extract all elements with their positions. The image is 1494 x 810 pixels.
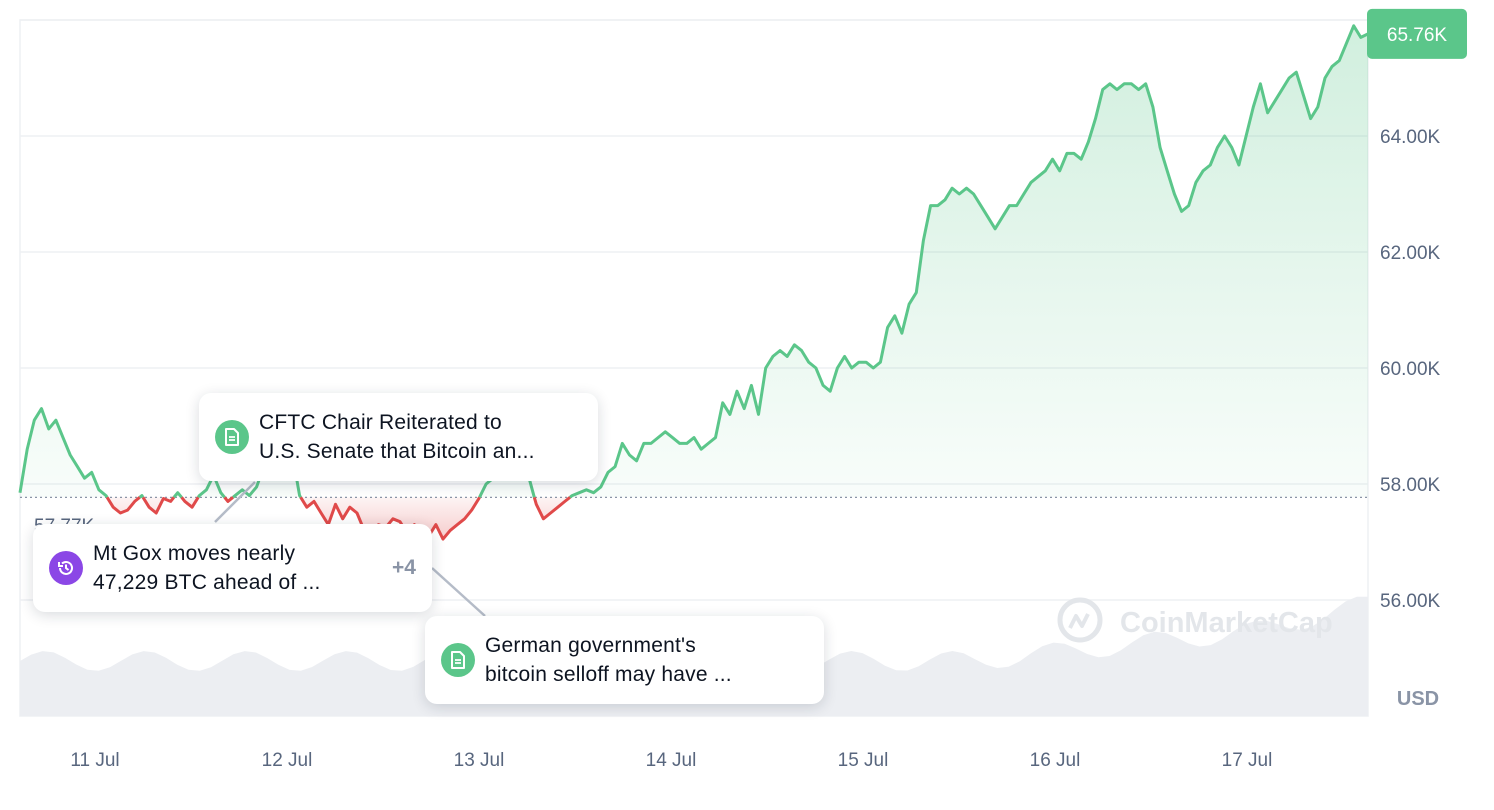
news-title-line2: U.S. Senate that Bitcoin an... bbox=[259, 440, 535, 463]
y-tick-label: 56.00K bbox=[1380, 591, 1441, 612]
x-tick-label: 12 Jul bbox=[262, 750, 313, 771]
x-tick-label: 15 Jul bbox=[838, 750, 889, 771]
x-tick-label: 13 Jul bbox=[454, 750, 505, 771]
currency-unit: USD bbox=[1397, 688, 1439, 710]
y-tick-label: 58.00K bbox=[1380, 475, 1441, 496]
y-axis: 56.00K 58.00K 60.00K 62.00K 64.00K bbox=[1380, 127, 1441, 612]
volume-area bbox=[20, 596, 1368, 716]
y-tick-label: 64.00K bbox=[1380, 127, 1441, 148]
current-price-label: 65.76K bbox=[1387, 25, 1448, 46]
news-title-line1: CFTC Chair Reiterated to bbox=[259, 411, 502, 434]
news-card-cftc[interactable]: CFTC Chair Reiterated to U.S. Senate tha… bbox=[199, 393, 598, 481]
x-tick-label: 11 Jul bbox=[70, 750, 119, 771]
more-events-count[interactable]: +4 bbox=[392, 556, 416, 579]
watermark-logo-icon bbox=[1057, 597, 1103, 643]
x-tick-label: 16 Jul bbox=[1030, 750, 1081, 771]
document-icon bbox=[215, 420, 249, 454]
x-axis: 11 Jul 12 Jul 13 Jul 14 Jul 15 Jul 16 Jul 17 J… bbox=[70, 750, 1272, 771]
annotation-leader-cftc bbox=[214, 481, 256, 523]
y-tick-label: 62.00K bbox=[1380, 243, 1441, 264]
price-line-below bbox=[105, 496, 571, 541]
area-below-baseline bbox=[107, 497, 570, 540]
news-title-line2: bitcoin selloff may have ... bbox=[485, 663, 732, 686]
watermark-text: CoinMarketCap bbox=[1120, 607, 1333, 639]
x-tick-label: 14 Jul bbox=[646, 750, 697, 771]
event-title-line2: 47,229 BTC ahead of ... bbox=[93, 571, 321, 594]
news-card-german[interactable]: German government's bitcoin selloff may … bbox=[425, 616, 824, 704]
event-card-mtgox[interactable]: Mt Gox moves nearly 47,229 BTC ahead of … bbox=[33, 524, 432, 612]
area-above-baseline bbox=[20, 25, 1368, 498]
x-tick-label: 17 Jul bbox=[1222, 750, 1273, 771]
event-title-line1: Mt Gox moves nearly bbox=[93, 542, 296, 565]
history-icon bbox=[49, 551, 83, 585]
watermark: CoinMarketCap bbox=[1057, 597, 1333, 643]
news-title-line1: German government's bbox=[485, 634, 696, 657]
y-tick-label: 60.00K bbox=[1380, 359, 1441, 380]
current-price-tag: 65.76K bbox=[1367, 8, 1467, 59]
annotation-leader-german bbox=[431, 567, 486, 617]
document-icon bbox=[441, 643, 475, 677]
